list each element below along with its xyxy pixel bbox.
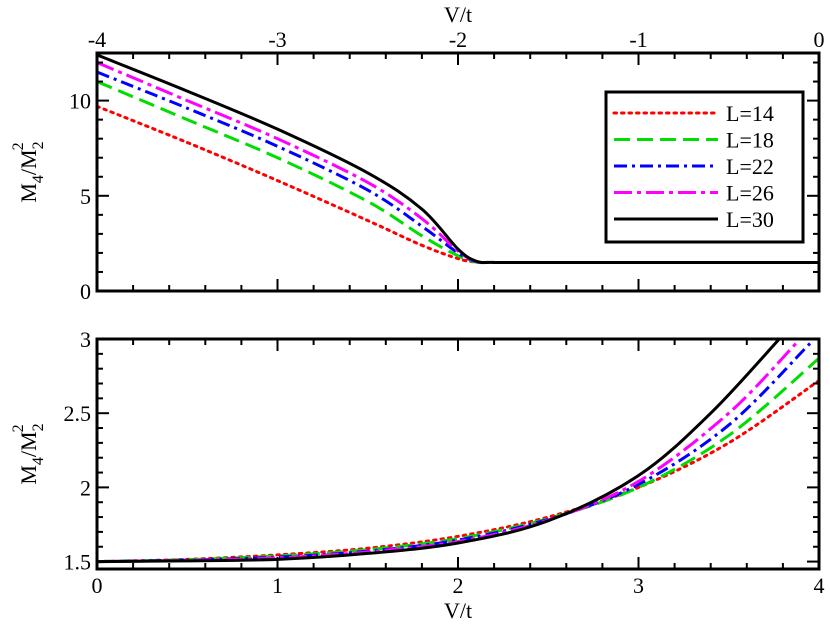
bottom-series-l-30 [97,339,781,564]
bottom-y-title-slash: /M [16,431,41,457]
top-x-tick-label: -3 [268,27,286,52]
bottom-x-tick-label: 4 [814,573,825,598]
top-y-axis-title: M4/M22 [10,141,47,202]
top-y-tick-label: 10 [69,89,91,114]
top-y-tick-label: 5 [80,184,91,209]
bottom-series-l-26 [97,340,799,564]
top-x-tick-label: -4 [88,27,106,52]
top-y-title-sup: 2 [10,142,27,150]
bottom-series-l-22 [97,342,812,564]
top-x-axis-title: V/t [444,2,472,27]
bottom-y-title-main: M [16,465,41,485]
bottom-y-tick-label: 1.5 [64,550,92,575]
bottom-y-title-sup: 2 [10,424,27,432]
bottom-plot-lines [97,339,819,564]
top-y-title-sub2: 2 [30,141,47,149]
bottom-y-tick-label: 3 [80,327,91,352]
bottom-panel: 0 1 2 3 41.522.53 V/t M4/M22 [10,327,825,623]
top-series-l-30 [97,53,819,265]
bottom-y-tick-label: 2.5 [64,401,92,426]
bottom-y-tick-label: 2 [80,475,91,500]
top-y-title-sub1: 4 [30,175,47,183]
bottom-x-tick-label: 3 [633,573,644,598]
legend-label-l-18: L=18 [726,128,774,153]
top-x-tick-label: 0 [814,27,825,52]
bottom-x-tick-label: 0 [92,573,103,598]
legend-label-l-22: L=22 [726,154,774,179]
top-plot-lines [97,53,819,265]
legend-items: L=14L=18L=22L=26L=30 [612,101,774,232]
bottom-x-tick-label: 2 [453,573,464,598]
top-y-title-slash: /M [16,149,41,175]
bottom-ticks: 0 1 2 3 4 1.5 2 2.5 3 [64,327,825,598]
bottom-x-tick-label: 1 [272,573,283,598]
top-y-title-main: M [16,183,41,203]
top-panel: -4 -3 -2 -1 0 0 5 10 V/t M4/M22 L=14L=18L=22L=2… [10,2,825,304]
legend-label-l-26: L=26 [726,181,774,206]
bottom-series-l-14 [97,379,819,564]
top-x-tick-label: -2 [449,27,467,52]
bottom-y-title-sub1: 4 [30,457,47,465]
legend-label-l-30: L=30 [726,207,774,232]
bottom-y-axis-title: M4/M22 [10,423,47,484]
top-ticks: -4 -3 -2 -1 0 0 5 10 [69,27,825,304]
legend: L=14L=18L=22L=26L=30 [604,90,805,244]
bottom-y-title-sub2: 2 [30,423,47,431]
top-x-tick-label: -1 [629,27,647,52]
svg-text:M4/M22: M4/M22 [10,141,47,202]
bottom-x-axis-title: V/t [444,598,472,623]
legend-label-l-14: L=14 [726,101,774,126]
bottom-series-l-18 [97,357,819,564]
top-y-tick-label: 0 [80,279,91,304]
svg-text:M4/M22: M4/M22 [10,423,47,484]
